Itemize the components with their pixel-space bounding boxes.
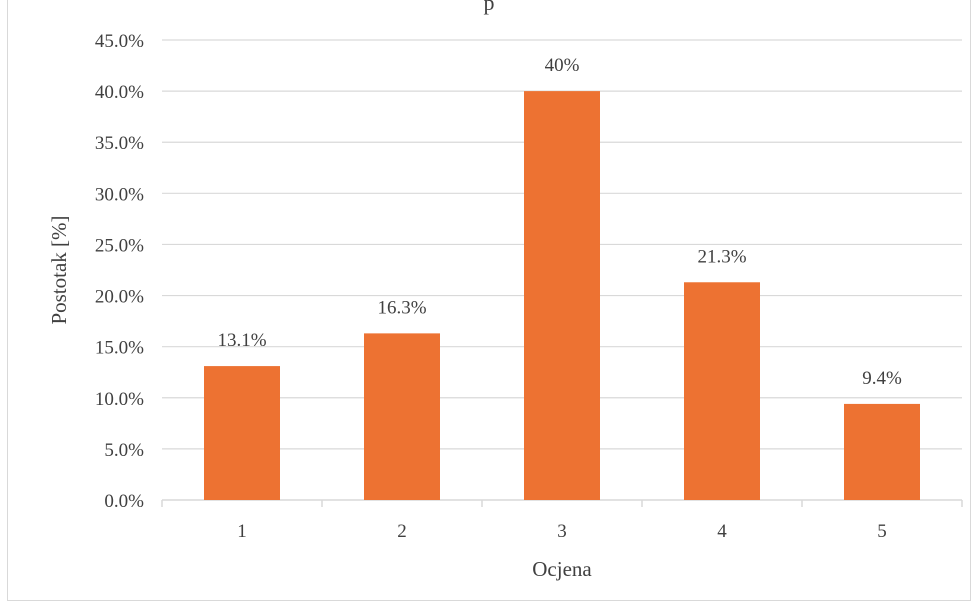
bars xyxy=(204,91,920,500)
x-axis-ticks: 1 2 3 4 5 xyxy=(237,521,887,542)
y-tick-label: 0.0% xyxy=(104,491,144,512)
x-tick-label: 5 xyxy=(877,521,887,542)
bar xyxy=(684,282,760,500)
bar xyxy=(524,91,600,500)
y-tick-label: 5.0% xyxy=(104,440,144,461)
y-tick-label: 30.0% xyxy=(95,184,144,205)
bar xyxy=(364,333,440,500)
x-tick-label: 2 xyxy=(397,521,407,542)
data-label: 40% xyxy=(545,55,580,76)
data-label: 13.1% xyxy=(217,330,266,351)
x-tick-label: 3 xyxy=(557,521,567,542)
y-tick-label: 15.0% xyxy=(95,338,144,359)
data-label: 9.4% xyxy=(862,368,902,389)
clipped-top-text: p xyxy=(483,0,495,15)
x-axis-label: Ocjena xyxy=(532,557,592,581)
x-tick-label: 4 xyxy=(717,521,727,542)
y-axis-ticks: 0.0% 5.0% 10.0% 15.0% 20.0% 25.0% 30.0% 35.0% 40… xyxy=(95,31,144,512)
chart-frame xyxy=(7,0,971,601)
y-tick-label: 25.0% xyxy=(95,235,144,256)
y-tick-label: 45.0% xyxy=(95,31,144,52)
x-tick-label: 1 xyxy=(237,521,247,542)
y-tick-label: 40.0% xyxy=(95,82,144,103)
y-tick-label: 35.0% xyxy=(95,133,144,154)
y-axis-label: Postotak [%] xyxy=(47,215,71,324)
bar xyxy=(844,403,920,500)
data-labels: 13.1% 16.3% 40% 21.3% 9.4% xyxy=(217,55,902,389)
data-label: 16.3% xyxy=(377,297,426,318)
bar xyxy=(204,366,280,500)
y-tick-label: 10.0% xyxy=(95,389,144,410)
data-label: 21.3% xyxy=(697,246,746,267)
y-tick-label: 20.0% xyxy=(95,287,144,308)
